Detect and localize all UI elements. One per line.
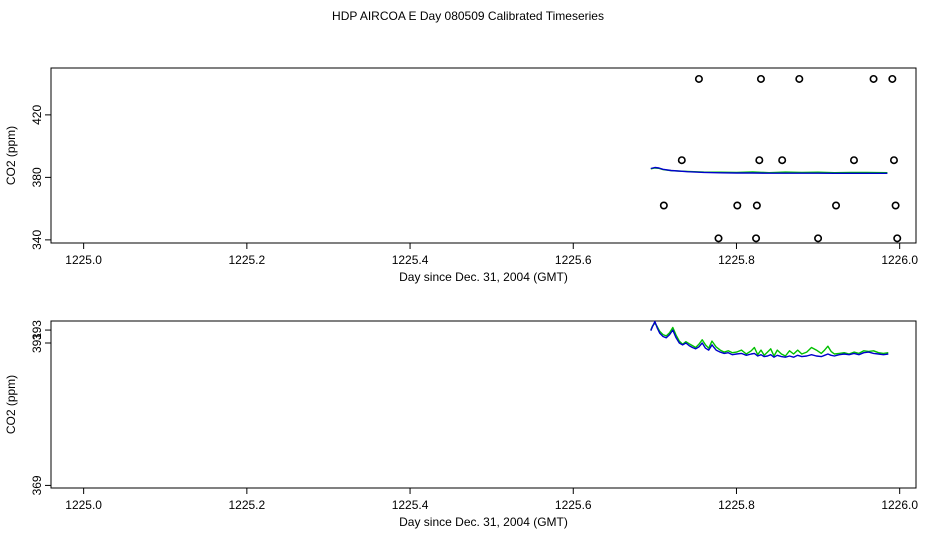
- scatter-point: [778, 156, 787, 165]
- y-tick-label: 369: [30, 475, 44, 495]
- scatter-point: [733, 201, 742, 210]
- y-tick-label: 393: [30, 320, 44, 340]
- x-tick-label: 1225.4: [392, 498, 429, 512]
- series-line-green: [650, 322, 889, 357]
- x-tick-label: 1225.6: [555, 253, 592, 267]
- x-axis-label: Day since Dec. 31, 2004 (GMT): [399, 515, 568, 529]
- scatter-point: [869, 74, 878, 83]
- scatter-point: [891, 201, 900, 210]
- y-axis-label: CO2 (ppm): [4, 126, 18, 185]
- x-tick-label: 1225.4: [392, 253, 429, 267]
- scatter-point: [752, 234, 761, 243]
- y-tick-label: 380: [30, 167, 44, 187]
- panel-1: 1225.0 1225.2 1225.4 1225.6 1225.8 1226.0 340 3…: [4, 67, 918, 284]
- x-tick-label: 1225.8: [718, 253, 755, 267]
- x-tick-label: 1225.2: [228, 253, 265, 267]
- y-tick-label: 391: [30, 333, 44, 353]
- scatter-point: [849, 156, 858, 165]
- x-tick-label: 1225.2: [228, 498, 265, 512]
- x-axis-label: Day since Dec. 31, 2004 (GMT): [399, 270, 568, 284]
- scatter-point: [677, 156, 686, 165]
- chart-title: HDP AIRCOA E Day 080509 Calibrated Times…: [332, 9, 604, 23]
- x-tick-label: 1225.0: [65, 498, 102, 512]
- scatter-point: [893, 234, 902, 243]
- scatter-point: [694, 74, 703, 83]
- panel-2: 1225.0 1225.2 1225.4 1225.6 1225.8 1226.0 369 3…: [4, 320, 918, 529]
- x-tick-label: 1226.0: [881, 253, 918, 267]
- y-tick-label: 340: [30, 230, 44, 250]
- scatter-point: [752, 201, 761, 210]
- plot-frame: [50, 67, 917, 244]
- scatter-point: [795, 74, 804, 83]
- scatter-point: [659, 201, 668, 210]
- scatter-point: [756, 74, 765, 83]
- scatter-point: [888, 74, 897, 83]
- x-tick-label: 1225.0: [65, 253, 102, 267]
- scatter-point: [889, 156, 898, 165]
- x-tick-label: 1225.8: [718, 498, 755, 512]
- series-line-blue: [650, 166, 888, 175]
- scatter-point: [832, 201, 841, 210]
- plot-frame: [50, 320, 917, 489]
- scatter-point: [814, 234, 823, 243]
- scatter-point: [755, 156, 764, 165]
- x-tick-label: 1226.0: [881, 498, 918, 512]
- series-line-blue: [650, 320, 889, 358]
- y-axis-label: CO2 (ppm): [4, 375, 18, 434]
- x-tick-label: 1225.6: [555, 498, 592, 512]
- scatter-point: [714, 234, 723, 243]
- y-tick-label: 420: [30, 105, 44, 125]
